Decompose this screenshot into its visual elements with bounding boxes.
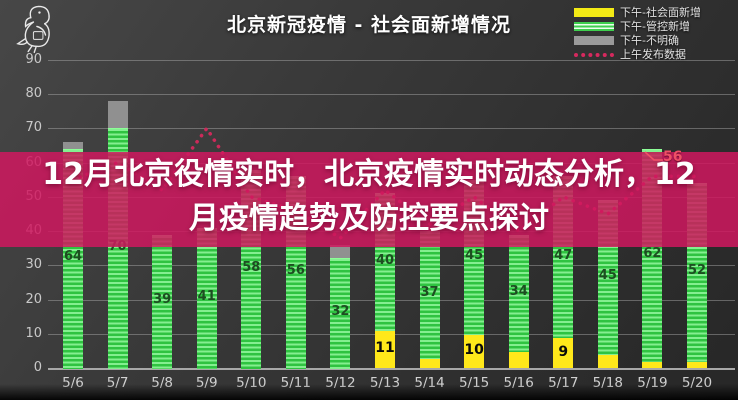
morning-value-annotation: 56 <box>663 149 683 165</box>
bar-segment-yellow-5/13 <box>374 330 395 368</box>
bar-value-label: 10 <box>464 341 484 358</box>
bar-segment-green-5/12 <box>330 258 351 369</box>
legend: 下午-社会面新增 下午-管控新增 下午-不明确 上午发布数据 <box>574 5 732 61</box>
y-axis-tick-label: 0 <box>33 360 42 375</box>
y-axis-tick-label: 30 <box>25 257 42 273</box>
bar-value-label: 62 <box>643 246 662 262</box>
bar-value-label: 58 <box>242 259 261 275</box>
bar-value-label: 47 <box>554 247 573 263</box>
y-axis-tick-label: 70 <box>25 120 42 136</box>
bar-segment-yellow-5/20 <box>686 361 707 368</box>
bar-value-label: 11 <box>375 340 395 357</box>
bar-segment-yellow-5/18 <box>597 354 618 368</box>
y-axis-tick-label: 10 <box>25 325 42 341</box>
bar-value-label: 41 <box>197 288 216 304</box>
gridline-y70 <box>48 128 735 130</box>
parrot-logo-icon <box>16 5 50 54</box>
bar-value-label: 9 <box>558 343 569 360</box>
bar-value-label: 64 <box>63 249 83 265</box>
bar-segment-gray-5/7 <box>107 101 128 129</box>
annotation-leader-line <box>644 151 663 161</box>
legend-item-unclear: 下午-不明确 <box>574 33 732 47</box>
legend-item-social: 下午-社会面新增 <box>574 5 732 19</box>
chart-title: 北京新冠疫情 - 社会面新增情况 <box>226 14 512 36</box>
gridline-y90 <box>48 60 735 61</box>
bar-segment-yellow-5/17 <box>553 337 574 368</box>
bar-segment-yellow-5/14 <box>419 357 440 368</box>
bar-value-label: 40 <box>375 252 395 268</box>
bar-segment-yellow-5/15 <box>464 333 485 368</box>
bar-value-label: 45 <box>465 247 484 263</box>
bar-segment-yellow-5/19 <box>642 361 663 368</box>
legend-item-morning: 上午发布数据 <box>574 47 732 61</box>
legend-swatch-gray-icon <box>574 35 614 45</box>
legend-item-controlled: 下午-管控新增 <box>574 19 732 33</box>
bar-value-label: 45 <box>598 268 617 284</box>
bottom-shadow <box>0 384 738 400</box>
bar-segment-yellow-5/16 <box>508 350 529 368</box>
bar-value-label: 39 <box>153 292 172 308</box>
overlay-caption: 12月北京役情实时，北京疫情实时动态分析，12 月疫情趋势及防控要点探讨 <box>0 153 738 241</box>
legend-swatch-yellow-icon <box>574 7 614 17</box>
bar-value-label: 34 <box>509 283 528 299</box>
legend-label: 下午-社会面新增 <box>620 6 701 19</box>
bar-value-label: 32 <box>331 304 350 320</box>
legend-swatch-green-icon <box>574 21 614 31</box>
bar-value-label: 37 <box>420 285 439 301</box>
title-overlay-band <box>0 152 738 247</box>
legend-label: 下午-管控新增 <box>620 20 690 33</box>
gridline-y80 <box>48 94 735 96</box>
gridline-y0 <box>48 368 735 370</box>
bar-segment-gray-5/6 <box>63 142 83 149</box>
overlay-caption-line2: 月疫情趋势及防控要点探讨 <box>189 201 549 236</box>
legend-label: 下午-不明确 <box>620 34 679 47</box>
y-axis-tick-label: 20 <box>25 291 42 307</box>
bar-value-label: 56 <box>286 263 305 279</box>
bar-segment-gray-5/12 <box>330 244 351 259</box>
legend-label: 上午发布数据 <box>620 48 686 61</box>
legend-swatch-red-dots-icon <box>574 53 614 57</box>
overlay-caption-line1: 12月北京役情实时，北京疫情实时动态分析，12 <box>42 157 696 192</box>
y-axis-tick-label: 80 <box>25 86 42 102</box>
bar-value-label: 52 <box>687 263 707 279</box>
y-axis-tick-label: 90 <box>25 52 42 67</box>
